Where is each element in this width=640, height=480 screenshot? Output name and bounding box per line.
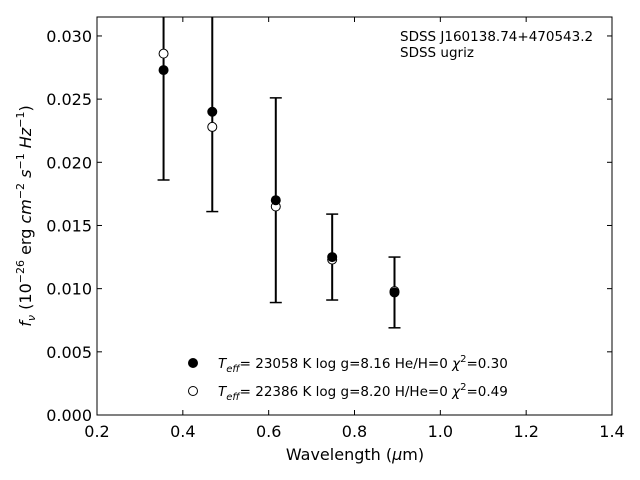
y-axis-label: fν (10−26 erg cm−2 s−1 Hz−1) <box>14 105 38 326</box>
y-tick-label: 0.020 <box>46 153 92 172</box>
x-axis-label: Wavelength (μm) <box>286 445 424 464</box>
plot-frame <box>96 16 613 416</box>
filled-point <box>270 195 281 206</box>
y-tick-label: 0.030 <box>46 27 92 46</box>
filled-point <box>327 252 338 263</box>
open-point <box>158 48 169 59</box>
filled-point <box>389 287 400 298</box>
x-tick-label: 1.0 <box>428 422 453 441</box>
error-bars <box>157 17 401 329</box>
x-tick-label: 0.4 <box>170 422 195 441</box>
object-name-annotation: SDSS J160138.74+470543.2 <box>400 29 593 45</box>
x-tick-label: 0.2 <box>84 422 109 441</box>
x-tick-label: 1.4 <box>599 422 624 441</box>
legend-entry-open: Teff= 22386 K log g=8.20 H/He=0 χ2=0.49 <box>218 382 508 403</box>
filled-point <box>158 65 169 76</box>
legend-entry-filled: Teff= 23058 K log g=8.16 He/H=0 χ2=0.30 <box>218 354 508 375</box>
x-tick-label: 1.2 <box>513 422 538 441</box>
legend-marker-filled <box>188 358 198 368</box>
legend-marker-open <box>188 386 198 396</box>
y-tick-label: 0.025 <box>46 90 92 109</box>
y-tick-label: 0.005 <box>46 343 92 362</box>
x-tick-label: 0.8 <box>342 422 367 441</box>
x-tick-label: 0.6 <box>256 422 281 441</box>
open-point <box>207 121 218 132</box>
axis-ticks: 0.2 0.4 0.6 0.8 1.0 1.2 1.4 0.000 0.005 0.010 0.01… <box>46 17 625 441</box>
filter-system-annotation: SDSS ugriz <box>400 45 474 61</box>
filled-point <box>207 106 218 117</box>
y-tick-label: 0.000 <box>46 406 92 425</box>
data-points <box>158 48 400 298</box>
legend: Teff= 23058 K log g=8.16 He/H=0 χ2=0.30 … <box>188 354 508 403</box>
y-tick-label: 0.010 <box>46 280 92 299</box>
y-tick-label: 0.015 <box>46 216 92 235</box>
